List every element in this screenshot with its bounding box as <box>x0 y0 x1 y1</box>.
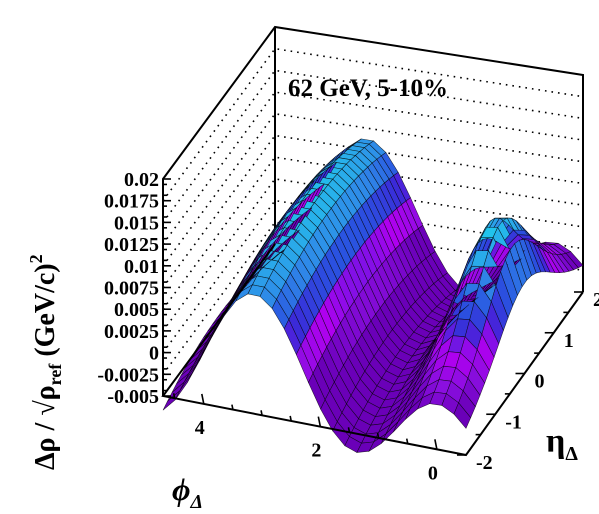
wall-gridline <box>162 91 584 245</box>
surface-mesh <box>162 138 584 453</box>
x-tick <box>434 439 438 450</box>
x-axis: 4 2 0 <box>172 393 438 484</box>
x-tick <box>201 393 205 405</box>
z-tick-label: 0.0075 <box>104 278 159 300</box>
z-tick-label: 0.01 <box>124 256 159 278</box>
z-tick-label: 0.0025 <box>104 321 159 343</box>
annotation-label: 62 GeV, 5-10% <box>288 75 448 102</box>
z-tick-label: 0.0175 <box>104 191 159 213</box>
wall-gridline <box>162 47 584 202</box>
z-tick-label: -0.0025 <box>97 364 159 386</box>
surface-cell <box>162 390 180 411</box>
z-tick-label: 0.005 <box>114 299 159 321</box>
x-tick <box>317 416 322 427</box>
wall-gridline <box>162 178 584 332</box>
surface-cell <box>551 253 570 273</box>
x-minor-tick <box>231 404 234 410</box>
wall-gridline <box>162 134 584 288</box>
z-tick-label: -0.005 <box>107 386 159 408</box>
x-minor-tick <box>172 393 176 399</box>
x-axis-title: ϕΔ <box>172 471 203 513</box>
x-minor-tick <box>376 432 380 439</box>
x-tick-label: 4 <box>195 417 205 439</box>
x-tick-label: 0 <box>428 462 438 484</box>
y-tick-label: 0 <box>535 371 545 393</box>
y-tick-label: -2 <box>476 452 493 474</box>
x-tick-label: 2 <box>311 440 321 462</box>
surface-cell <box>356 441 375 453</box>
y-axis-title: ηΔ <box>546 423 578 465</box>
z-tick-label: 0 <box>149 343 159 365</box>
z-axis-title: Δρ / √ρref (GeV/c)2 <box>26 254 65 470</box>
z-tick-label: 0.02 <box>124 169 159 191</box>
y-tick-label: 1 <box>564 330 574 352</box>
z-tick-label: 0.015 <box>114 212 159 234</box>
y-tick-label: 2 <box>593 289 599 311</box>
z-tick-label: 0.0125 <box>104 234 159 256</box>
wall-gridline <box>162 112 584 267</box>
x-minor-tick <box>260 410 263 416</box>
wall-gridline <box>162 199 584 354</box>
x-minor-tick <box>405 438 409 444</box>
y-tick-label: -1 <box>505 411 522 433</box>
wall-gridline <box>162 69 584 223</box>
surface-cell <box>453 402 472 429</box>
wall-gridline <box>162 156 584 310</box>
x-minor-tick <box>347 427 351 433</box>
y-axis: -2 -1 012 <box>457 289 599 474</box>
z-axis: -0.005-0.002500.00250.0050.00750.010.012… <box>97 169 171 408</box>
x-minor-tick <box>289 415 292 422</box>
